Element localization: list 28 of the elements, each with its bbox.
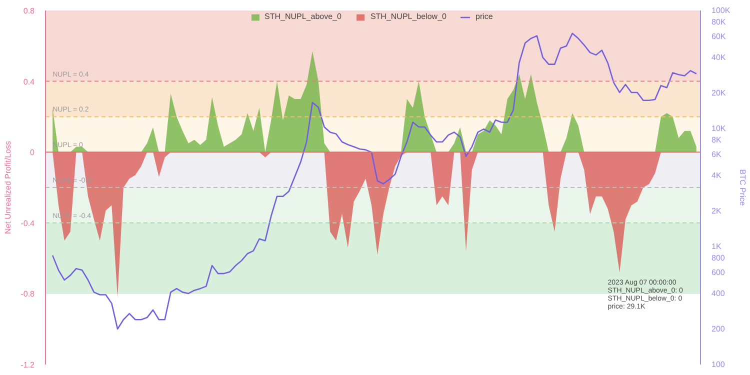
y2-tick-label: 4K (712, 170, 722, 180)
legend-label: price (475, 12, 494, 21)
y2-tick-label: 6K (712, 150, 722, 160)
y2-tick-label: 200 (712, 324, 726, 334)
y2-tick-label: 8K (712, 135, 722, 144)
y2-tick-label: 10K (712, 124, 726, 133)
y2-tick-label: 40K (712, 52, 726, 62)
y2-axis-title: BTC Price (738, 169, 748, 206)
y2-tick-label: 80K (712, 17, 726, 26)
y2-tick-label: 800 (712, 253, 726, 262)
line-series (52, 32, 698, 330)
y-axis-title: Net Unrealized Profit/Loss (4, 141, 13, 234)
y2-tick-label: 400 (712, 288, 726, 298)
y-tick-label: 0.8 (23, 6, 36, 16)
y2-tick-label: 100 (712, 360, 726, 369)
y2-tick-label: 1K (712, 242, 722, 251)
y2-tick-label: 20K (712, 88, 726, 98)
y-tick-label: -0.4 (20, 218, 36, 228)
y2-tick-label: 100K (712, 6, 731, 15)
y-tick-label: -0.8 (20, 290, 36, 299)
y2-tick-label: 600 (712, 268, 726, 278)
y2-tick-label: 60K (712, 32, 726, 42)
y-tick-label: 0.4 (23, 77, 36, 86)
y2-tick-label: 2K (712, 206, 722, 216)
legend-label: STH_NUPL_below_0 (370, 12, 446, 21)
legend-label: STH_NUPL_above_0 (264, 12, 342, 21)
y-tick-label: -1.2 (20, 360, 36, 370)
y-tick-label: 0 (30, 148, 36, 158)
